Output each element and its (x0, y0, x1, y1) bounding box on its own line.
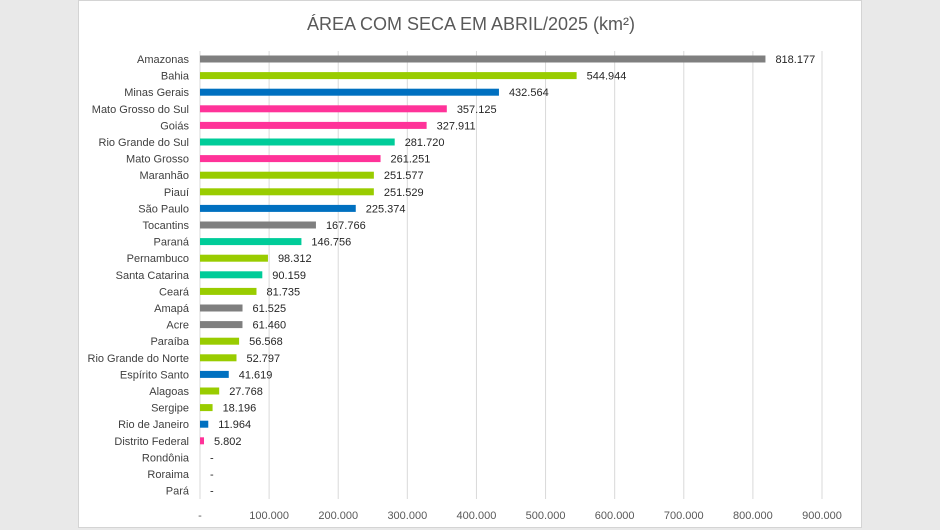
bar-acre (200, 321, 243, 329)
category-label: Amapá (154, 303, 190, 315)
value-label: 27.768 (229, 386, 263, 398)
category-label: Pernambuco (127, 253, 189, 265)
x-tick-label: 500.000 (526, 510, 566, 522)
category-label: Roraima (147, 469, 189, 481)
bar-mato-grosso (200, 155, 381, 163)
bar-pernambuco (200, 254, 268, 262)
value-label: - (210, 469, 214, 481)
category-label: Pará (166, 486, 190, 498)
value-label: 167.766 (326, 220, 366, 232)
category-label: Santa Catarina (116, 270, 190, 282)
category-labels: Amazonas Bahia Minas Gerais Mato Grosso do … (88, 54, 190, 498)
bar-amapa (200, 304, 243, 312)
bar-goias (200, 121, 427, 129)
value-label: 61.460 (252, 320, 286, 332)
bar-mato-grosso-do-sul (200, 105, 447, 113)
chart-panel: ÁREA COM SECA EM ABRIL/2025 (km²) Amazon… (78, 0, 862, 528)
category-label: Paraíba (150, 336, 189, 348)
bar-ceara (200, 287, 257, 295)
value-label: 357.125 (457, 104, 497, 116)
value-label: 56.568 (249, 336, 283, 348)
bar-rio-de-janeiro (200, 420, 209, 428)
bar-maranhao (200, 171, 374, 179)
category-label: Piauí (164, 187, 189, 199)
value-label: 225.374 (366, 203, 406, 215)
value-labels: 818.177 544.944 432.564 357.125 327.911 281.7… (210, 54, 815, 498)
x-tick-label: 700.000 (664, 510, 704, 522)
bar-rio-grande-do-norte (200, 354, 237, 362)
value-label: 251.529 (384, 187, 424, 199)
value-label: 98.312 (278, 253, 312, 265)
category-label: Minas Gerais (124, 87, 189, 99)
bar-rio-grande-do-sul (200, 138, 395, 146)
category-label: Rio de Janeiro (118, 419, 189, 431)
bar-bahia (200, 72, 577, 80)
value-label: 90.159 (272, 270, 306, 282)
bar-alagoas (200, 387, 220, 395)
x-tick-label: 600.000 (595, 510, 635, 522)
category-label: Rio Grande do Sul (99, 137, 190, 149)
value-label: 18.196 (223, 403, 257, 415)
bar-sao-paulo (200, 204, 356, 212)
value-label: 146.756 (311, 237, 351, 249)
bar-amazonas (200, 55, 766, 63)
value-label: 81.735 (266, 286, 300, 298)
value-label: 327.911 (437, 120, 476, 132)
category-label: Amazonas (137, 54, 189, 66)
category-label: Ceará (159, 286, 190, 298)
value-label: - (210, 452, 214, 464)
category-label: Bahia (161, 71, 190, 83)
value-label: 281.720 (405, 137, 445, 149)
bar-tocantins (200, 221, 316, 229)
value-label: 261.251 (391, 154, 431, 166)
bars (200, 55, 766, 445)
x-tick-label: 800.000 (733, 510, 773, 522)
category-label: Sergipe (151, 403, 189, 415)
category-label: Paraná (154, 237, 190, 249)
bar-chart: ÁREA COM SECA EM ABRIL/2025 (km²) Amazon… (88, 14, 842, 522)
bar-santa-catarina (200, 271, 263, 279)
value-label: 61.525 (253, 303, 287, 315)
bar-piaui (200, 188, 374, 196)
category-label: Mato Grosso (126, 154, 189, 166)
category-label: Distrito Federal (114, 436, 189, 448)
bar-espirito-santo (200, 370, 229, 378)
category-label: Espírito Santo (120, 369, 189, 381)
value-label: 52.797 (246, 353, 280, 365)
x-tick-label: - (198, 510, 202, 522)
category-label: Tocantins (143, 220, 190, 232)
x-tick-label: 200.000 (318, 510, 358, 522)
value-label: 251.577 (384, 170, 424, 182)
value-label: 11.964 (218, 419, 251, 431)
bar-parana (200, 238, 302, 246)
category-label: Rondônia (142, 452, 190, 464)
chart-title: ÁREA COM SECA EM ABRIL/2025 (km²) (307, 14, 635, 34)
category-label: São Paulo (138, 203, 189, 215)
category-label: Mato Grosso do Sul (92, 104, 189, 116)
value-label: - (210, 486, 214, 498)
bar-minas-gerais (200, 88, 499, 96)
category-label: Maranhão (139, 170, 189, 182)
x-axis-ticks: - 100.000 200.000 300.000 400.000 500.000 600.… (198, 510, 842, 522)
value-label: 818.177 (775, 54, 815, 66)
category-label: Alagoas (149, 386, 189, 398)
value-label: 544.944 (587, 71, 627, 83)
category-label: Rio Grande do Norte (88, 353, 190, 365)
bar-distrito-federal (200, 437, 205, 445)
x-tick-label: 300.000 (387, 510, 427, 522)
bar-paraiba (200, 337, 240, 345)
value-label: 41.619 (239, 369, 273, 381)
value-label: 5.802 (214, 436, 242, 448)
bar-sergipe (200, 404, 213, 412)
x-tick-label: 400.000 (457, 510, 497, 522)
value-label: 432.564 (509, 87, 549, 99)
category-label: Acre (166, 320, 189, 332)
x-tick-label: 900.000 (802, 510, 842, 522)
x-tick-label: 100.000 (249, 510, 289, 522)
category-label: Goiás (160, 120, 189, 132)
